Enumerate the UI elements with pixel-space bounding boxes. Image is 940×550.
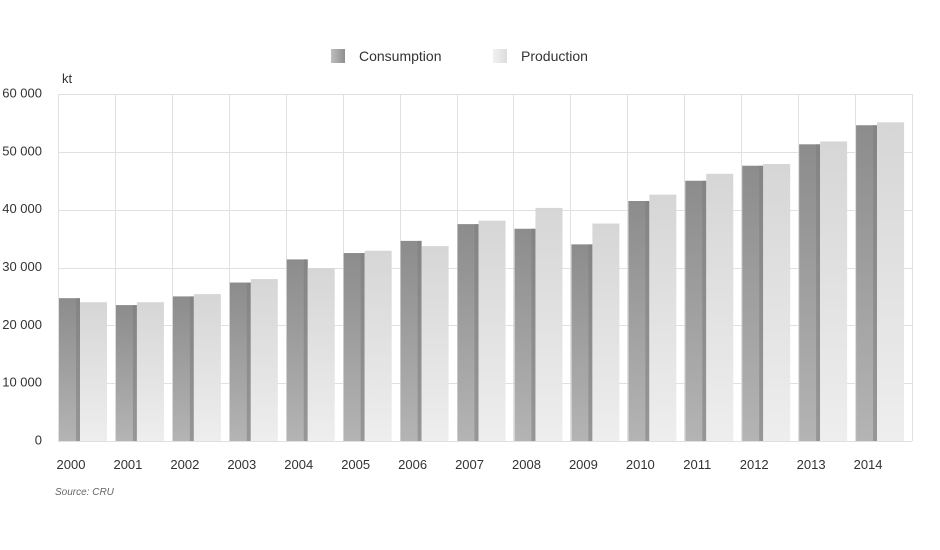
bar-production-2012 <box>763 163 791 441</box>
grid-lines <box>58 94 913 442</box>
y-tick-label-5: 50 000 <box>2 143 42 158</box>
y-tick-label-4: 40 000 <box>2 201 42 216</box>
x-tick-label-2006: 2006 <box>398 457 427 472</box>
legend-label-consumption: Consumption <box>359 48 442 64</box>
y-tick-label-0: 0 <box>35 432 42 447</box>
x-tick-label-2014: 2014 <box>854 457 883 472</box>
x-tick-label-2010: 2010 <box>626 457 655 472</box>
bar-consumption-2009 <box>571 244 593 441</box>
x-tick-label-2003: 2003 <box>227 457 256 472</box>
x-tick-label-2013: 2013 <box>797 457 826 472</box>
bar-production-2003 <box>250 279 278 441</box>
bar-consumption-2002 <box>172 296 194 441</box>
bar-consumption-2012 <box>742 165 764 442</box>
bar-production-2010 <box>649 194 677 441</box>
y-axis-unit-label: kt <box>62 71 73 86</box>
x-tick-label-2011: 2011 <box>683 457 711 472</box>
bar-production-2007 <box>478 220 506 441</box>
x-tick-label-2008: 2008 <box>512 457 541 472</box>
bars <box>59 122 905 442</box>
bar-production-2009 <box>592 223 620 441</box>
x-tick-label-2000: 2000 <box>57 457 86 472</box>
legend-item-consumption: Consumption <box>331 44 442 68</box>
bar-production-2001 <box>136 302 164 441</box>
bar-production-2004 <box>307 268 335 441</box>
bar-production-2013 <box>820 141 848 441</box>
legend-item-production: Production <box>493 44 588 68</box>
y-tick-label-1: 10 000 <box>2 375 42 390</box>
bar-consumption-2005 <box>343 253 365 441</box>
x-tick-label-2007: 2007 <box>455 457 484 472</box>
bar-consumption-2001 <box>115 305 137 441</box>
legend-label-production: Production <box>521 48 588 64</box>
bar-consumption-2004 <box>286 259 308 441</box>
y-axis-ticks: 0 10 000 20 000 30 000 40 000 50 000 60 000 <box>2 85 42 447</box>
x-tick-label-2004: 2004 <box>284 457 313 472</box>
legend-swatch-production <box>493 49 507 63</box>
x-tick-label-2009: 2009 <box>569 457 598 472</box>
x-tick-label-2001: 2001 <box>113 457 142 472</box>
bar-consumption-2011 <box>685 180 707 441</box>
x-tick-label-2012: 2012 <box>740 457 769 472</box>
y-tick-label-6: 60 000 <box>2 85 42 100</box>
bar-consumption-2014 <box>856 125 878 441</box>
y-tick-label-2: 20 000 <box>2 317 42 332</box>
legend-swatch-consumption <box>331 49 345 63</box>
x-tick-label-2005: 2005 <box>341 457 370 472</box>
bar-consumption-2010 <box>628 200 650 441</box>
source-note: Source: CRU <box>55 487 114 498</box>
legend: Consumption Production <box>0 44 940 68</box>
bar-production-2000 <box>80 302 107 441</box>
bar-consumption-2007 <box>457 224 479 441</box>
x-axis-ticks: 2000 2001 2002 2003 2004 2005 2006 2007 2008 2009… <box>57 457 883 472</box>
bar-production-2008 <box>535 207 563 441</box>
bar-consumption-2000 <box>59 298 80 441</box>
bar-consumption-2013 <box>799 144 821 441</box>
bar-consumption-2008 <box>514 228 536 441</box>
bar-consumption-2006 <box>400 240 422 441</box>
bar-production-2005 <box>364 250 392 441</box>
bar-production-2014 <box>877 122 905 442</box>
x-tick-label-2002: 2002 <box>170 457 199 472</box>
y-tick-label-3: 30 000 <box>2 259 42 274</box>
bar-production-2011 <box>706 173 734 441</box>
bar-production-2002 <box>193 294 221 441</box>
bar-production-2006 <box>421 246 449 441</box>
bar-consumption-2003 <box>229 282 251 441</box>
